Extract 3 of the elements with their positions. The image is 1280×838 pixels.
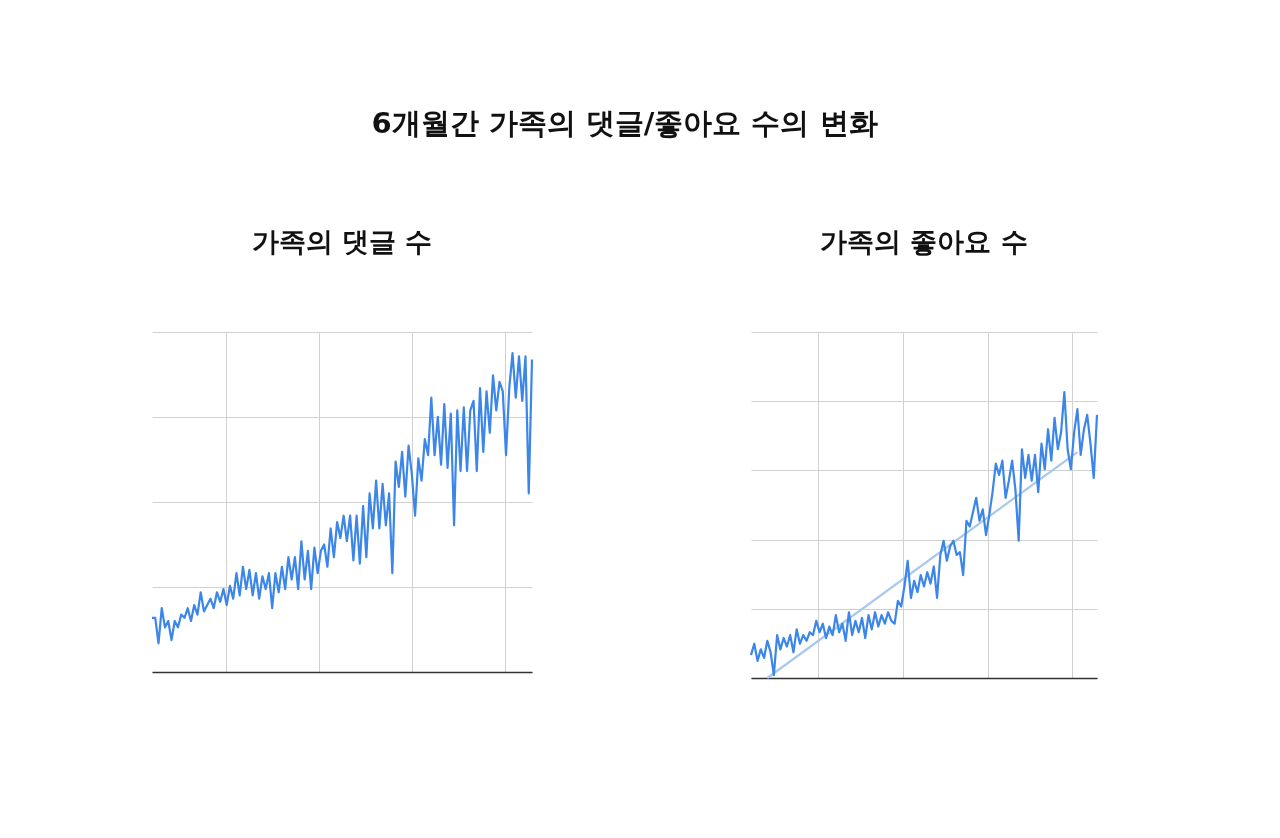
chart-title: 가족의 댓글 수 <box>251 226 433 257</box>
chart-title: 가족의 좋아요 수 <box>820 226 1028 257</box>
text: 6개월간 가족의 댓글/좋아요 수의 변화 <box>371 106 878 140</box>
